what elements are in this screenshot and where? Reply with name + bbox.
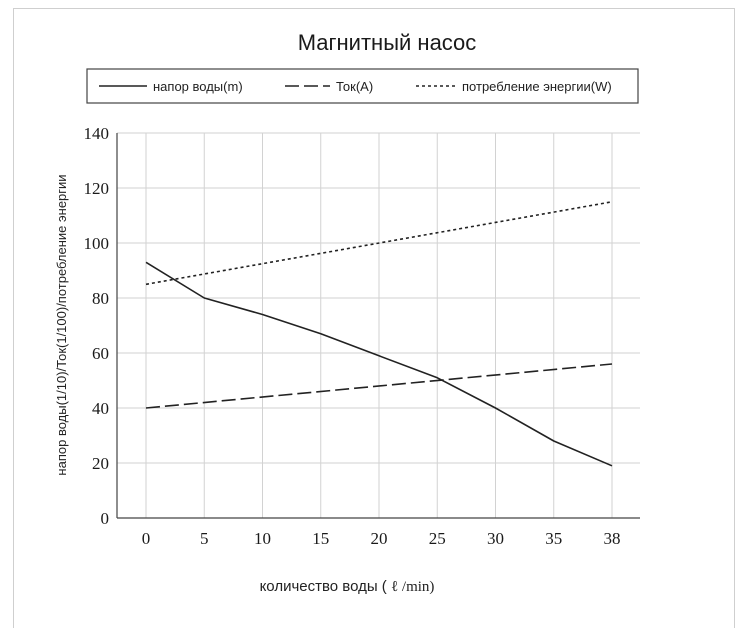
x-axis-label-unit: ℓ /min) [391,579,434,595]
y-tick-label: 80 [92,289,109,308]
series-lines [145,201,613,467]
x-tick-label: 20 [371,529,388,548]
chart-title: Магнитный насос [298,30,477,55]
legend-label-current: Ток(A) [336,79,373,94]
y-tick-label: 60 [92,344,109,363]
series-line-current [145,363,613,409]
y-axis-label: напор воды(1/10)/Ток(1/100)/потребление … [54,174,69,475]
y-tick-label: 20 [92,454,109,473]
y-tick-label: 100 [84,234,110,253]
grid [117,132,640,519]
axes [116,133,640,519]
y-tick-label: 120 [84,179,110,198]
x-tick-label: 0 [142,529,151,548]
x-tick-label: 35 [545,529,562,548]
x-tick-label: 15 [312,529,329,548]
x-axis-label: количество воды ( ℓ /min) [260,578,435,595]
y-tick-label: 0 [101,509,110,528]
chart-frame [13,8,735,628]
legend-label-head: напор воды(m) [153,79,243,94]
x-tick-label: 10 [254,529,271,548]
x-tick-label: 25 [429,529,446,548]
x-axis-label-text: количество воды ( [260,578,391,595]
y-tick-label: 140 [84,124,110,143]
legend: напор воды(m) Ток(A) потребление энергии… [86,68,639,104]
y-tick-labels: 0 20 40 60 80 100 120 140 [84,124,110,528]
series-line-head [145,261,613,467]
y-tick-label: 40 [92,399,109,418]
legend-label-power: потребление энергии(W) [462,79,612,94]
x-tick-label: 30 [487,529,504,548]
x-tick-labels: 0 5 10 15 20 25 30 35 38 [142,529,621,548]
x-tick-label: 5 [200,529,209,548]
series-line-power [145,201,613,286]
x-tick-label: 38 [604,529,621,548]
